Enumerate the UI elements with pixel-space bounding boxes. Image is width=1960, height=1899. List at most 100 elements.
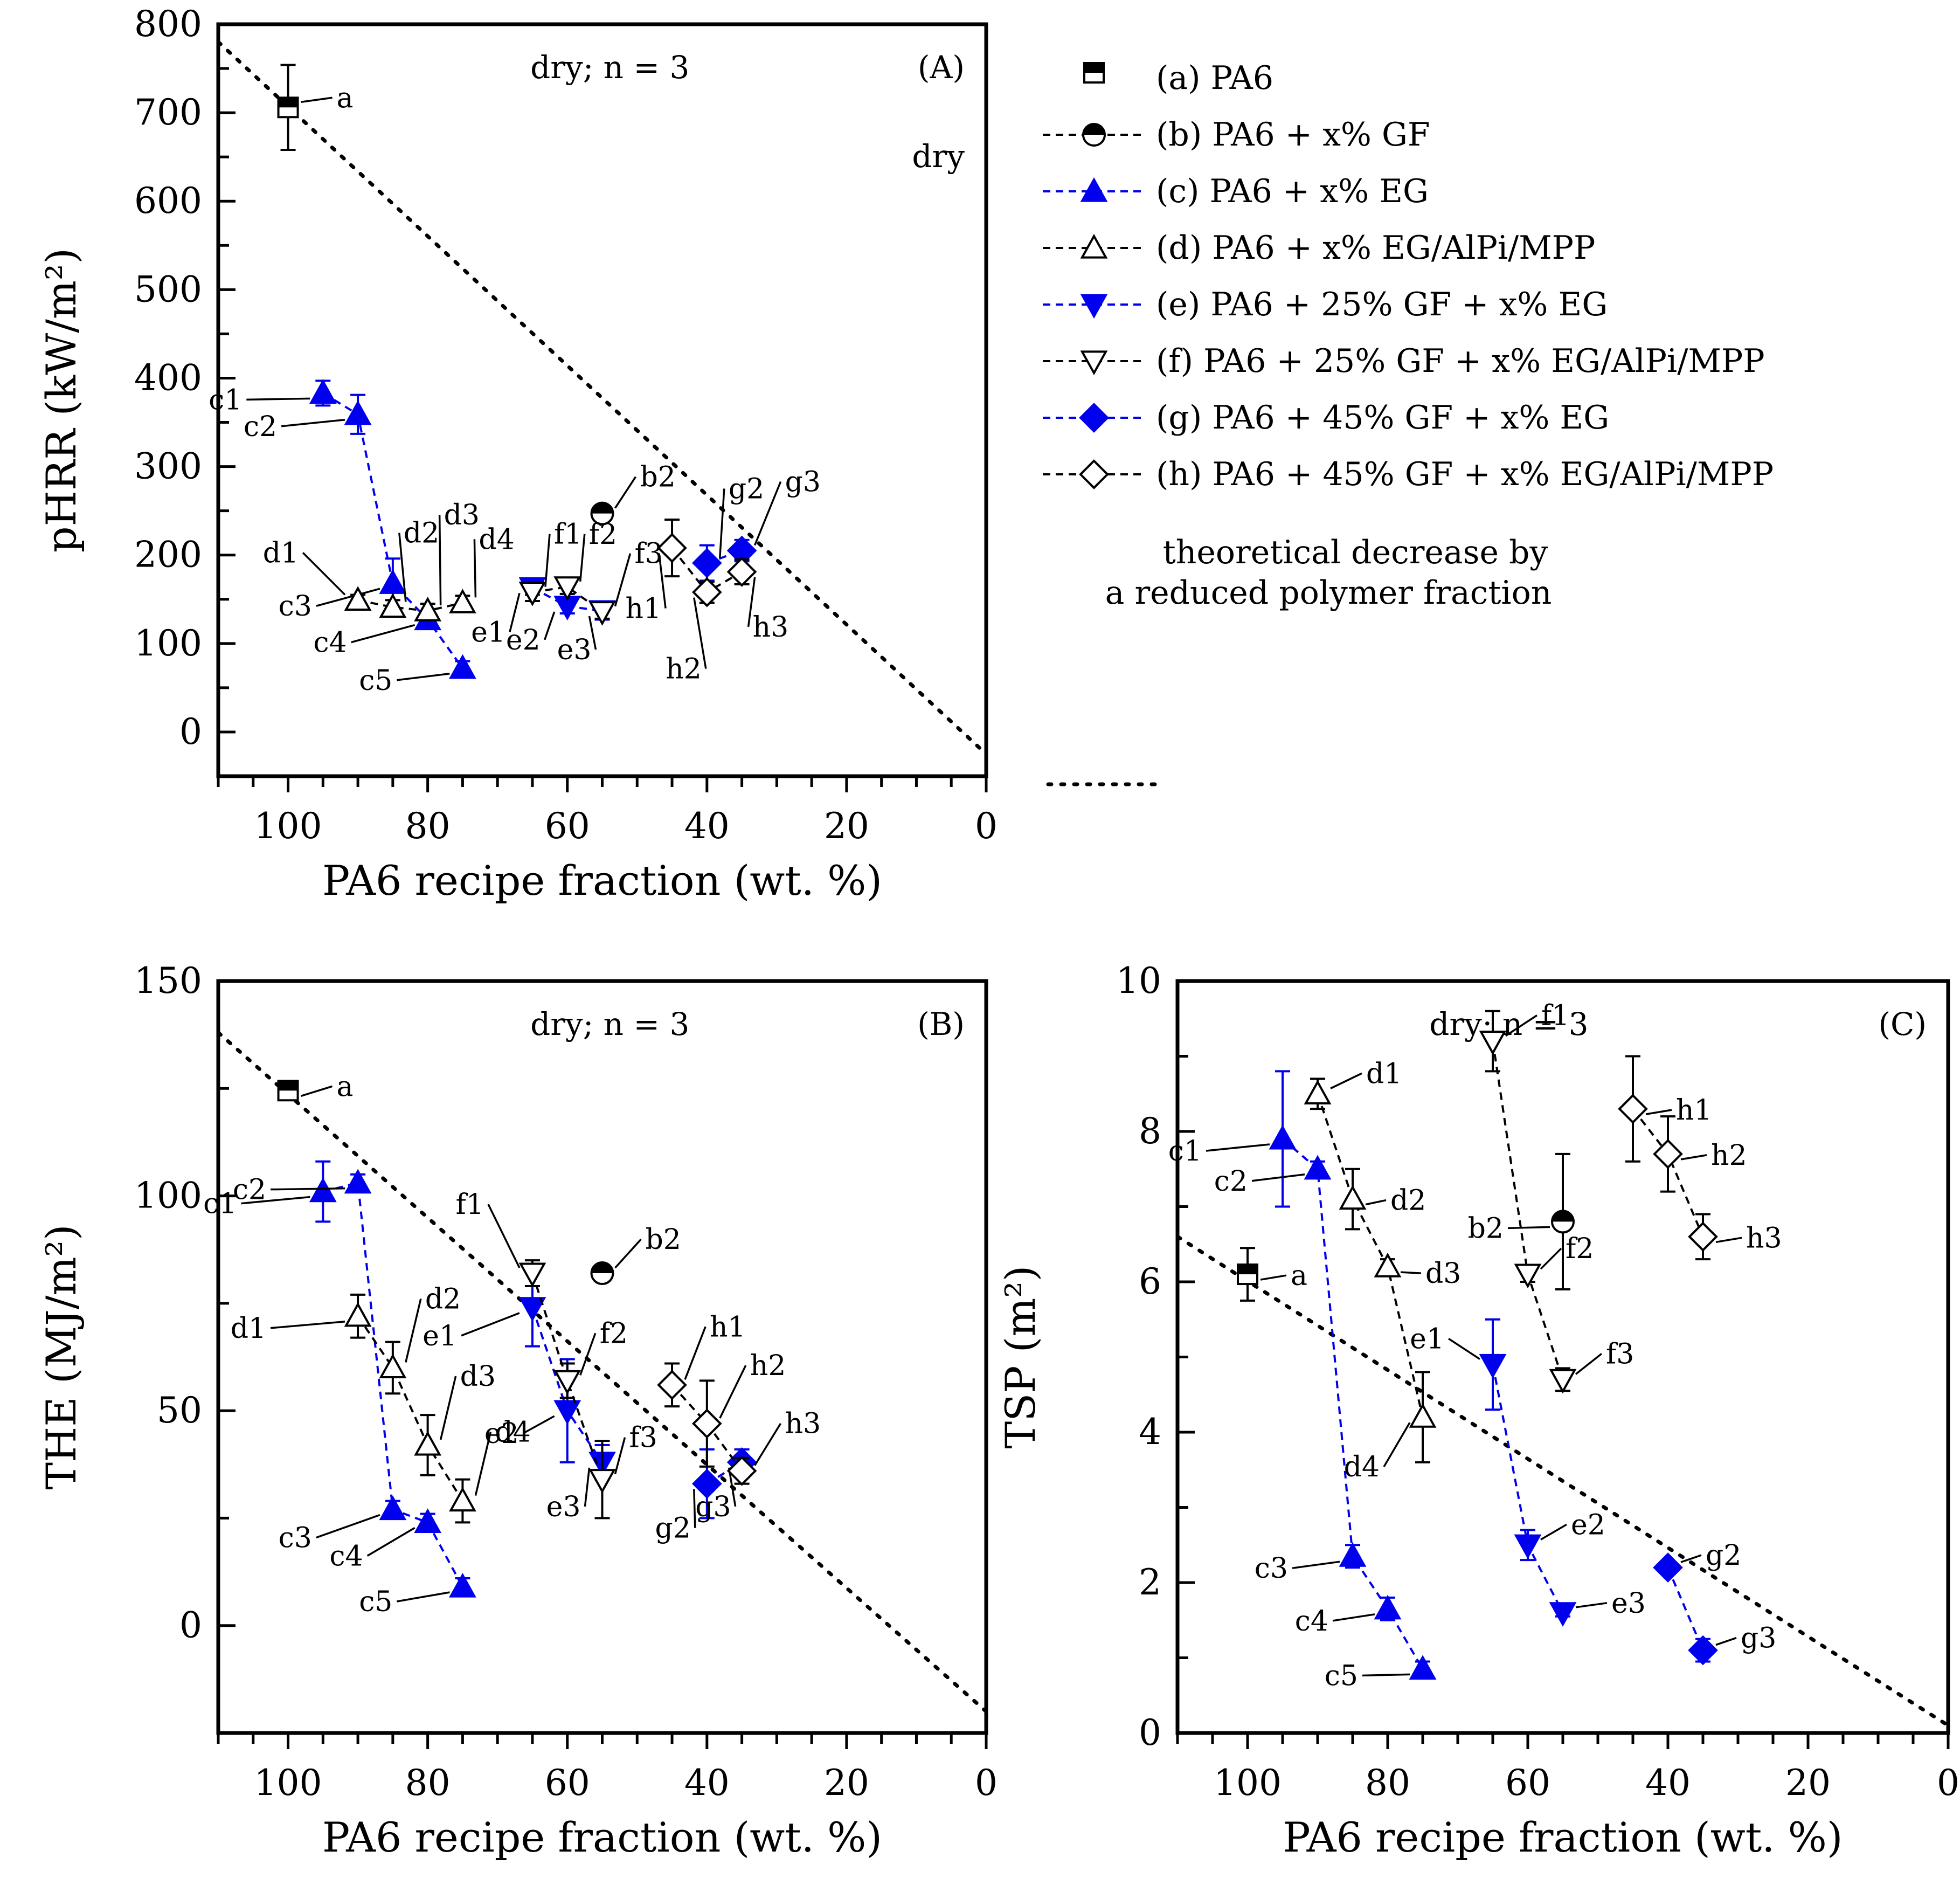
y-tick-label: 100 xyxy=(134,1175,202,1217)
label-leader xyxy=(316,588,380,607)
data-label-e1: e1 xyxy=(1410,1323,1444,1355)
series-line-f xyxy=(531,1273,604,1480)
data-label-h3: h3 xyxy=(785,1408,821,1440)
x-tick-label: 40 xyxy=(1645,1762,1691,1804)
label-leader xyxy=(1365,1199,1387,1206)
panel-A: 100 80 60 40 20 00100200300400500600700800PA6… xyxy=(37,3,998,904)
label-leader xyxy=(1540,1247,1562,1270)
data-label-h3: h3 xyxy=(753,611,789,644)
label-leader xyxy=(241,1196,310,1205)
data-point-f2 xyxy=(553,576,581,601)
data-label-c5: c5 xyxy=(1325,1660,1358,1692)
data-label-f3: f3 xyxy=(629,1422,657,1454)
data-point-c1 xyxy=(309,1177,337,1203)
data-point-c4 xyxy=(1374,1594,1402,1620)
data-label-e2: e2 xyxy=(506,624,541,657)
label-leader xyxy=(271,1187,345,1191)
label-leader xyxy=(1362,1673,1410,1677)
label-leader xyxy=(579,534,586,582)
data-label-g2: g2 xyxy=(1706,1539,1741,1572)
label-leader xyxy=(474,1432,492,1496)
series-line-f xyxy=(1492,1041,1564,1380)
data-label-e2: e2 xyxy=(1571,1509,1605,1541)
label-leader xyxy=(366,1527,415,1557)
x-tick-label: 0 xyxy=(975,1762,998,1804)
legend-label-a: (a) PA6 xyxy=(1156,59,1273,97)
x-tick-label: 60 xyxy=(545,1762,590,1804)
x-tick-label: 40 xyxy=(684,1762,730,1804)
label-leader xyxy=(301,1085,333,1097)
y-tick-label: 150 xyxy=(134,960,202,1002)
data-point-a xyxy=(277,1080,299,1102)
data-label-e3: e3 xyxy=(546,1491,581,1523)
series-f: f1 f2 f3 xyxy=(1479,1000,1634,1394)
legend-label-h: (h) PA6 + 45% GF + x% EG/AlPi/MPP xyxy=(1156,455,1774,493)
legend-marker-e xyxy=(1080,294,1108,319)
y-axis-title: THE (MJ/m²) xyxy=(37,1224,85,1489)
label-leader xyxy=(1645,1109,1672,1115)
series-b: b2 xyxy=(590,461,676,526)
label-leader xyxy=(614,476,636,509)
data-point-d2 xyxy=(379,593,407,618)
label-leader xyxy=(544,611,556,640)
series-line-e xyxy=(1492,1364,1564,1613)
y-tick-label: 400 xyxy=(134,357,202,398)
data-point-c3 xyxy=(1339,1542,1367,1567)
x-tick-label: 20 xyxy=(824,1762,869,1804)
y-tick-label: 800 xyxy=(134,3,202,45)
data-label-d3: d3 xyxy=(1425,1258,1461,1290)
x-tick-label: 100 xyxy=(254,1762,322,1804)
data-point-c5 xyxy=(1409,1655,1437,1680)
data-label-d4: d4 xyxy=(479,523,514,556)
theory-line xyxy=(218,1031,986,1714)
theory-caption-1: theoretical decrease by xyxy=(1163,534,1548,571)
label-leader xyxy=(1505,1014,1537,1037)
label-leader xyxy=(1507,1226,1550,1230)
x-tick-label: 0 xyxy=(975,805,998,847)
data-point-d3 xyxy=(1374,1252,1402,1277)
dry-label: dry xyxy=(912,138,965,175)
condition-label: dry; n = 3 xyxy=(1429,1006,1588,1042)
data-point-a-fill xyxy=(278,98,298,108)
data-label-e3: e3 xyxy=(1611,1587,1646,1620)
data-label-f2: f2 xyxy=(1566,1233,1594,1265)
data-label-h1: h1 xyxy=(1676,1094,1712,1127)
y-tick-label: 10 xyxy=(1116,960,1161,1002)
series-line-d xyxy=(1317,1093,1424,1418)
data-point-h1 xyxy=(657,1370,687,1400)
label-leader xyxy=(461,1312,520,1337)
data-label-f1: f1 xyxy=(1541,1000,1569,1032)
label-leader xyxy=(1575,1352,1603,1375)
legend-marker-f xyxy=(1080,350,1108,376)
data-label-g3: g3 xyxy=(695,1491,731,1523)
series-d: d1 d2 d3 d4 xyxy=(1304,1058,1461,1483)
data-point-c1 xyxy=(1269,1124,1297,1150)
data-label-e3: e3 xyxy=(557,634,592,666)
panel-B: 100 80 60 40 20 0 0 50 100 150 PA6 recipe fraction… xyxy=(37,960,998,1861)
y-tick-label: 200 xyxy=(134,534,202,576)
data-point-a xyxy=(277,96,299,119)
theory-line xyxy=(1178,1234,1948,1728)
y-tick-label: 600 xyxy=(134,180,202,222)
data-point-g2 xyxy=(691,1468,722,1499)
x-tick-label: 80 xyxy=(405,805,451,847)
data-point-h1 xyxy=(657,533,687,563)
label-leader xyxy=(693,1489,696,1528)
data-label-c5: c5 xyxy=(359,665,392,697)
data-label-c1: c1 xyxy=(1168,1135,1202,1168)
data-point-d1 xyxy=(344,1302,372,1327)
data-point-g2 xyxy=(691,548,722,578)
label-leader xyxy=(438,515,442,606)
legend: (a) PA6 (b) PA6 + x% GF (c) PA6 + x% EG (d)… xyxy=(1043,59,1774,786)
data-label-c5: c5 xyxy=(359,1586,392,1618)
x-tick-label: 100 xyxy=(1214,1762,1282,1804)
data-label-f2: f2 xyxy=(589,519,617,551)
legend-marker-d xyxy=(1080,233,1108,259)
data-point-g2 xyxy=(1653,1552,1683,1583)
data-point-f1 xyxy=(1479,1031,1507,1055)
series-b: b2 xyxy=(1468,1152,1575,1290)
series-f: f1 f2 f3 xyxy=(456,1189,657,1520)
